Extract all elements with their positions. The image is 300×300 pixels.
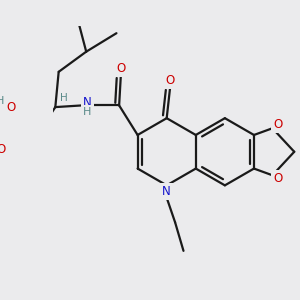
- Text: O: O: [6, 100, 15, 113]
- Text: N: N: [162, 185, 171, 198]
- Text: O: O: [116, 62, 125, 75]
- Text: O: O: [0, 143, 6, 156]
- Text: O: O: [165, 74, 175, 87]
- Text: O: O: [273, 118, 282, 131]
- Text: H: H: [83, 107, 92, 118]
- Text: H: H: [0, 96, 4, 106]
- Text: N: N: [83, 96, 92, 109]
- Text: H: H: [60, 93, 68, 103]
- Text: O: O: [273, 172, 282, 185]
